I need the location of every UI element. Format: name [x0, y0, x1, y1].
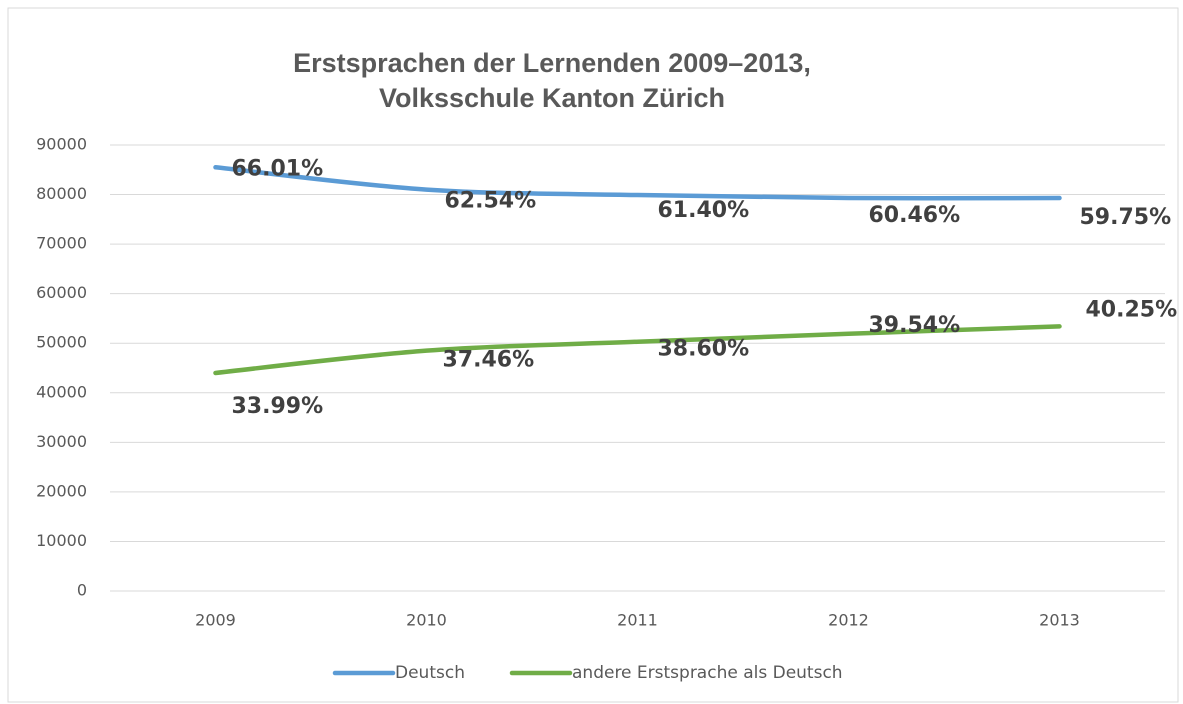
chart-title: Volksschule Kanton Zürich [379, 83, 725, 113]
y-tick-label: 90000 [36, 135, 87, 154]
data-label: 61.40% [658, 198, 750, 223]
x-tick-label: 2013 [1039, 611, 1080, 630]
data-label: 38.60% [658, 337, 750, 362]
y-tick-label: 80000 [36, 184, 87, 203]
data-label: 39.54% [869, 313, 961, 338]
y-tick-label: 50000 [36, 333, 87, 352]
x-tick-label: 2010 [406, 611, 447, 630]
line [213, 165, 1062, 201]
y-tick-label: 70000 [36, 234, 87, 253]
data-label: 59.75% [1080, 205, 1172, 230]
data-label: 62.54% [445, 189, 537, 214]
data-label: 60.46% [869, 203, 961, 228]
x-tick-label: 2011 [617, 611, 658, 630]
data-label: 33.99% [232, 394, 324, 419]
y-tick-label: 60000 [36, 283, 87, 302]
y-tick-label: 20000 [36, 481, 87, 500]
x-tick-label: 2012 [828, 611, 869, 630]
chart-title: Erstsprachen der Lernenden 2009–2013, [293, 48, 811, 78]
legend-label: Deutsch [395, 663, 465, 683]
legend-label: andere Erstsprache als Deutsch [572, 663, 843, 683]
data-label: 37.46% [443, 348, 535, 373]
line [213, 324, 1062, 376]
y-tick-label: 40000 [36, 382, 87, 401]
y-tick-label: 10000 [36, 531, 87, 550]
chart-border [7, 7, 1179, 703]
x-tick-label: 2009 [195, 611, 236, 630]
data-label: 66.01% [232, 156, 324, 181]
data-label: 40.25% [1086, 297, 1178, 322]
y-tick-label: 0 [77, 581, 87, 600]
y-tick-label: 30000 [36, 432, 87, 451]
